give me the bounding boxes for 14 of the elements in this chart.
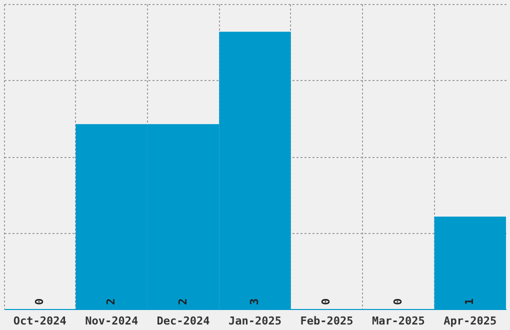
data-label: 0 <box>32 298 46 305</box>
x-tick-label: Dec-2024 <box>156 314 210 328</box>
x-tick-label: Apr-2025 <box>444 314 497 328</box>
data-label: 2 <box>104 298 118 305</box>
x-tick-label: Jan-2025 <box>228 314 282 328</box>
x-tick-label: Oct-2024 <box>13 314 67 328</box>
x-tick-label: Mar-2025 <box>372 314 425 328</box>
data-label: 1 <box>463 298 476 305</box>
data-label: 3 <box>248 298 261 305</box>
data-label: 0 <box>391 298 404 305</box>
data-label: 0 <box>320 298 333 305</box>
x-tick-label: Nov-2024 <box>85 314 138 328</box>
data-label: 2 <box>176 298 190 305</box>
x-tick-label: Feb-2025 <box>300 314 354 328</box>
